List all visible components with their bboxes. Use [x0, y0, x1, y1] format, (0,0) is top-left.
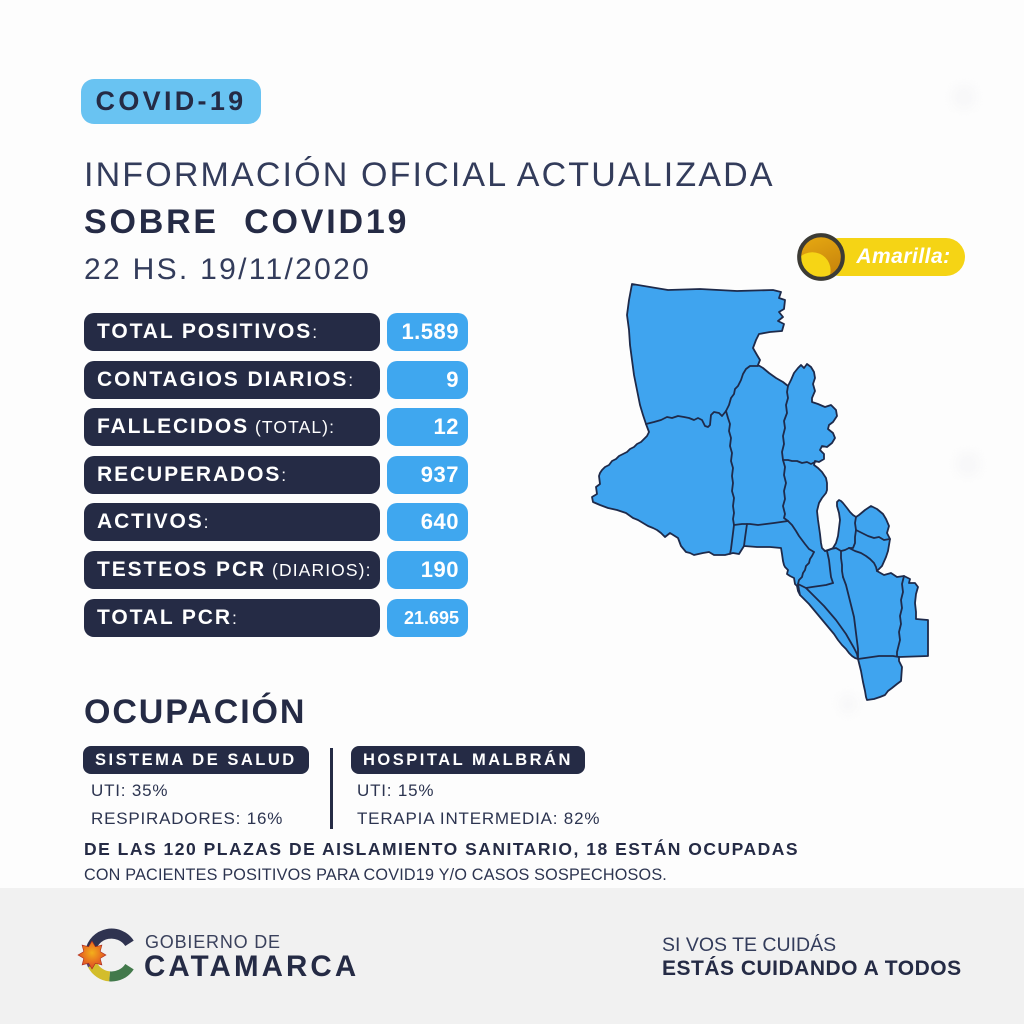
- stat-value-pill: 937: [387, 456, 468, 494]
- stat-value-text: 1.589: [401, 319, 459, 344]
- isolation-note-bold: DE LAS 120 PLAZAS DE AISLAMIENTO SANITAR…: [84, 839, 800, 859]
- stat-value-text: 190: [420, 557, 459, 582]
- stat-label: CONTAGIOS DIARIOS:: [84, 361, 380, 399]
- stat-label: FALLECIDOS (TOTAL):: [84, 408, 380, 446]
- stat-value-pill: 1.589: [387, 313, 468, 351]
- stat-label-text: ACTIVOS: [97, 510, 204, 533]
- footer-band: GOBIERNO DE CATAMARCA SI VOS TE CUIDÁS E…: [0, 888, 1024, 1024]
- stat-label-suffix: :: [281, 464, 288, 485]
- occupation-col2-terapia: TERAPIA INTERMEDIA: 82%: [357, 809, 601, 828]
- footer-slogan-line2: ESTÁS CUIDANDO A TODOS: [662, 957, 962, 980]
- stat-row-total-pcr: TOTAL PCR: 21.695: [84, 599, 468, 637]
- occupation-col2-uti: UTI: 15%: [357, 781, 435, 800]
- stat-label: TOTAL POSITIVOS:: [84, 313, 380, 351]
- stat-label-text: FALLECIDOS: [97, 415, 250, 438]
- stat-row-contagios-diarios: CONTAGIOS DIARIOS: 9: [84, 361, 468, 399]
- occupation-col1-uti: UTI: 35%: [91, 781, 169, 800]
- isolation-note-regular: CON PACIENTES POSITIVOS PARA COVID19 Y/O…: [84, 866, 668, 884]
- page-title-line1: INFORMACIÓN OFICIAL ACTUALIZADA: [84, 156, 775, 194]
- stat-row-recuperados: RECUPERADOS: 937: [84, 456, 468, 494]
- stat-value-text: 640: [420, 509, 459, 534]
- catamarca-government-logo: [77, 928, 134, 982]
- footer-logo-line1: GOBIERNO DE: [145, 932, 281, 952]
- map-legend-phase-icon: [797, 233, 845, 281]
- stat-row-testeos-pcr: TESTEOS PCR (DIARIOS): 190: [84, 551, 468, 589]
- report-datetime: 22 HS. 19/11/2020: [84, 253, 372, 286]
- occupation-col1-header: SISTEMA DE SALUD: [83, 746, 309, 774]
- stat-value-pill: 9: [387, 361, 468, 399]
- stat-label-suffix: :: [231, 607, 238, 628]
- stat-value-pill: 640: [387, 503, 468, 541]
- occupation-col2-header-text: HOSPITAL MALBRÁN: [363, 750, 573, 769]
- footer-logo-line2: CATAMARCA: [144, 950, 360, 983]
- occupation-title: OCUPACIÓN: [84, 693, 307, 731]
- covid19-badge-label: COVID-19: [95, 86, 247, 116]
- logo-sun-icon: [77, 940, 107, 970]
- stat-label-suffix: (DIARIOS):: [266, 559, 372, 580]
- stat-row-fallecidos: FALLECIDOS (TOTAL): 12: [84, 408, 468, 446]
- stat-label-text: CONTAGIOS DIARIOS: [97, 368, 349, 391]
- stat-label: TOTAL PCR:: [84, 599, 380, 637]
- faint-watermark: [838, 694, 858, 714]
- stat-value-text: 9: [446, 367, 459, 392]
- stat-label: ACTIVOS:: [84, 503, 380, 541]
- stat-label-text: TOTAL POSITIVOS: [97, 320, 313, 343]
- stat-value-text: 12: [433, 414, 459, 439]
- stat-label-text: TOTAL PCR: [97, 606, 232, 629]
- stat-label-suffix: :: [312, 321, 319, 342]
- stat-value-pill: 190: [387, 551, 468, 589]
- stat-label: RECUPERADOS:: [84, 456, 380, 494]
- occupation-col1-header-text: SISTEMA DE SALUD: [95, 750, 297, 769]
- occupation-divider: [330, 748, 333, 829]
- stat-row-activos: ACTIVOS: 640: [84, 503, 468, 541]
- map-province-outline: [591, 283, 929, 701]
- stat-label-suffix: :: [348, 369, 355, 390]
- stat-label-suffix: :: [203, 511, 210, 532]
- stat-value-text: 21.695: [403, 607, 459, 628]
- map-legend-label: Amarilla:: [856, 245, 951, 268]
- faint-watermark: [955, 451, 981, 477]
- stat-label: TESTEOS PCR (DIARIOS):: [84, 551, 380, 589]
- occupation-col2-header: HOSPITAL MALBRÁN: [351, 746, 585, 774]
- page-title-line2: SOBRE COVID19: [84, 203, 410, 241]
- map-legend-yellow-pill: Amarilla:: [820, 238, 965, 276]
- footer-slogan-line1: SI VOS TE CUIDÁS: [662, 934, 837, 956]
- stat-value-pill: 21.695: [387, 599, 468, 637]
- map-department-borders: [645, 365, 905, 660]
- stat-label-suffix: (TOTAL):: [249, 416, 336, 437]
- covid19-badge: COVID-19: [81, 79, 261, 124]
- stat-value-text: 937: [420, 462, 459, 487]
- occupation-col1-respiradores: RESPIRADORES: 16%: [91, 809, 284, 828]
- stat-label-text: TESTEOS PCR: [97, 558, 267, 581]
- stat-label-text: RECUPERADOS: [97, 463, 282, 486]
- stat-value-pill: 12: [387, 408, 468, 446]
- faint-watermark: [951, 84, 977, 110]
- stat-row-total-positivos: TOTAL POSITIVOS: 1.589: [84, 313, 468, 351]
